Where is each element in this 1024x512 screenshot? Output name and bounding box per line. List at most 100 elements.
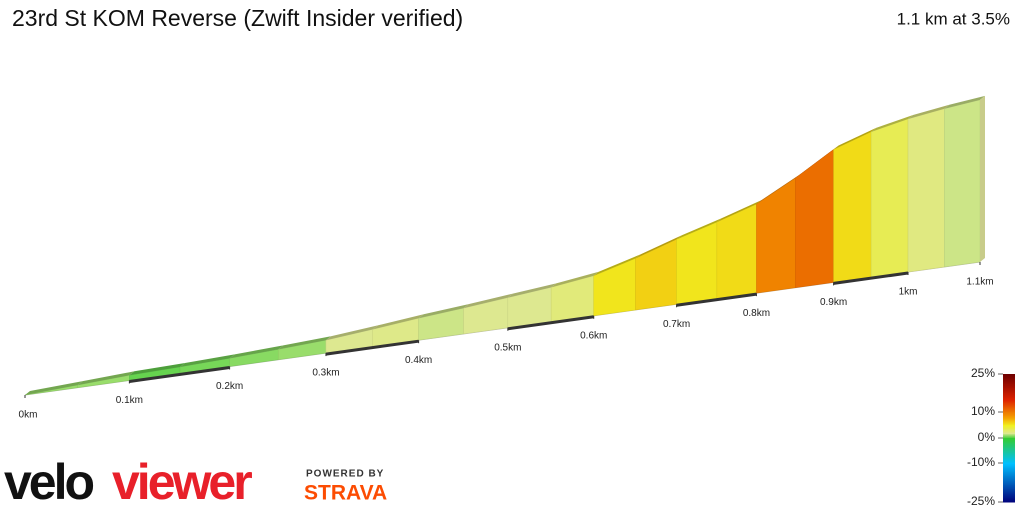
powered-by: POWERED BY: [306, 469, 384, 480]
colorbar-cell: [1003, 406, 1015, 409]
colorbar-cell: [1003, 449, 1015, 451]
chart-subtitle: 1.1 km at 3.5%: [897, 9, 1010, 28]
colorbar-cell: [1003, 399, 1015, 402]
colorbar-cell: [1003, 450, 1015, 453]
profile-top: [179, 354, 235, 367]
x-tick-label: 0.5km: [494, 342, 521, 353]
colorbar-cell: [1003, 405, 1015, 408]
colorbar-label: 10%: [971, 404, 995, 418]
profile-top: [278, 336, 331, 350]
strava-logo: STRAVA: [304, 482, 387, 505]
colorbar-cell: [1003, 453, 1015, 455]
x-tick-label: 0.9km: [820, 297, 847, 308]
colorbar-cell: [1003, 381, 1015, 384]
profile-segment: [676, 221, 718, 305]
colorbar-cell: [1003, 417, 1015, 419]
colorbar-cell: [1003, 461, 1015, 464]
tick-band: [129, 366, 230, 383]
chart-title: 23rd St KOM Reverse (Zwift Insider verif…: [12, 5, 463, 31]
colorbar-cell: [1003, 418, 1015, 421]
x-tick-label: 1km: [899, 287, 918, 298]
colorbar-cell: [1003, 400, 1015, 403]
colorbar-cell: [1003, 401, 1015, 404]
colorbar-cell: [1003, 440, 1015, 443]
colorbar-cell: [1003, 469, 1015, 472]
profile-top: [229, 345, 284, 359]
colorbar-cell: [1003, 431, 1015, 434]
colorbar-cell: [1003, 470, 1015, 473]
colorbar-cell: [1003, 460, 1015, 463]
colorbar-cell: [1003, 398, 1015, 400]
colorbar-cell: [1003, 494, 1015, 496]
colorbar-cell: [1003, 476, 1015, 478]
colorbar-cell: [1003, 404, 1015, 407]
profile-segment: [550, 275, 594, 323]
x-tick-label: 0km: [19, 410, 38, 421]
colorbar-cell: [1003, 428, 1015, 431]
colorbar-cell: [1003, 403, 1015, 405]
colorbar-cell: [1003, 500, 1015, 503]
colorbar-cell: [1003, 468, 1015, 470]
colorbar-cell: [1003, 464, 1015, 467]
x-tick-label: 0.7km: [663, 319, 690, 330]
profile-top: [77, 371, 135, 386]
colorbar-cell: [1003, 483, 1015, 486]
colorbar-label: -25%: [967, 494, 995, 508]
profile-top: [635, 235, 682, 259]
tick-band: [676, 292, 757, 307]
x-tick-label: 0.2km: [216, 381, 243, 392]
profile-segment: [907, 108, 945, 273]
profile-top: [908, 104, 950, 119]
profile-segment: [756, 177, 796, 294]
colorbar-cell: [1003, 435, 1015, 438]
colorbar-cell: [1003, 446, 1015, 449]
colorbar-cell: [1003, 439, 1015, 441]
profile-top: [25, 381, 83, 395]
colorbar-cell: [1003, 487, 1015, 490]
tick-band: [325, 339, 419, 356]
colorbar-cell: [1003, 489, 1015, 491]
colorbar-cell: [1003, 448, 1015, 450]
colorbar-cell: [1003, 482, 1015, 485]
colorbar-cell: [1003, 495, 1015, 498]
colorbar-cell: [1003, 380, 1015, 383]
colorbar-cell: [1003, 490, 1015, 493]
colorbar-cell: [1003, 425, 1015, 427]
colorbar-cell: [1003, 465, 1015, 468]
profile-segment: [795, 149, 834, 289]
profile-top: [944, 95, 985, 109]
colorbar-cell: [1003, 478, 1015, 481]
logo-viewer: viewer: [112, 454, 252, 510]
colorbar-cell: [1003, 474, 1015, 477]
x-tick-label: 1.1km: [966, 277, 993, 288]
colorbar-cell: [1003, 377, 1015, 380]
colorbar-cell: [1003, 491, 1015, 494]
profile-segment: [635, 238, 677, 311]
colorbar-cell: [1003, 443, 1015, 445]
colorbar-cell: [1003, 389, 1015, 391]
tick-band: [507, 315, 594, 331]
colorbar-cell: [1003, 438, 1015, 440]
logo-velo: velo: [4, 454, 94, 510]
colorbar-cell: [1003, 427, 1015, 430]
profile-top: [507, 283, 557, 298]
colorbar-cell: [1003, 479, 1015, 482]
colorbar-cell: [1003, 432, 1015, 435]
profile-top: [795, 145, 839, 179]
colorbar-cell: [1003, 391, 1015, 394]
profile-segment: [944, 99, 981, 268]
colorbar-cell: [1003, 394, 1015, 397]
tick-band: [833, 271, 909, 285]
colorbar-cell: [1003, 477, 1015, 480]
colorbar-cell: [1003, 382, 1015, 385]
profile-top: [676, 218, 722, 240]
colorbar-cell: [1003, 458, 1015, 460]
colorbar-cell: [1003, 390, 1015, 393]
colorbar-cell: [1003, 498, 1015, 500]
colorbar-cell: [1003, 374, 1015, 376]
colorbar-label: 0%: [978, 430, 996, 444]
colorbar-cell: [1003, 393, 1015, 395]
x-tick-label: 0.6km: [580, 330, 607, 341]
colorbar-cell: [1003, 395, 1015, 398]
profile-top: [593, 254, 641, 276]
